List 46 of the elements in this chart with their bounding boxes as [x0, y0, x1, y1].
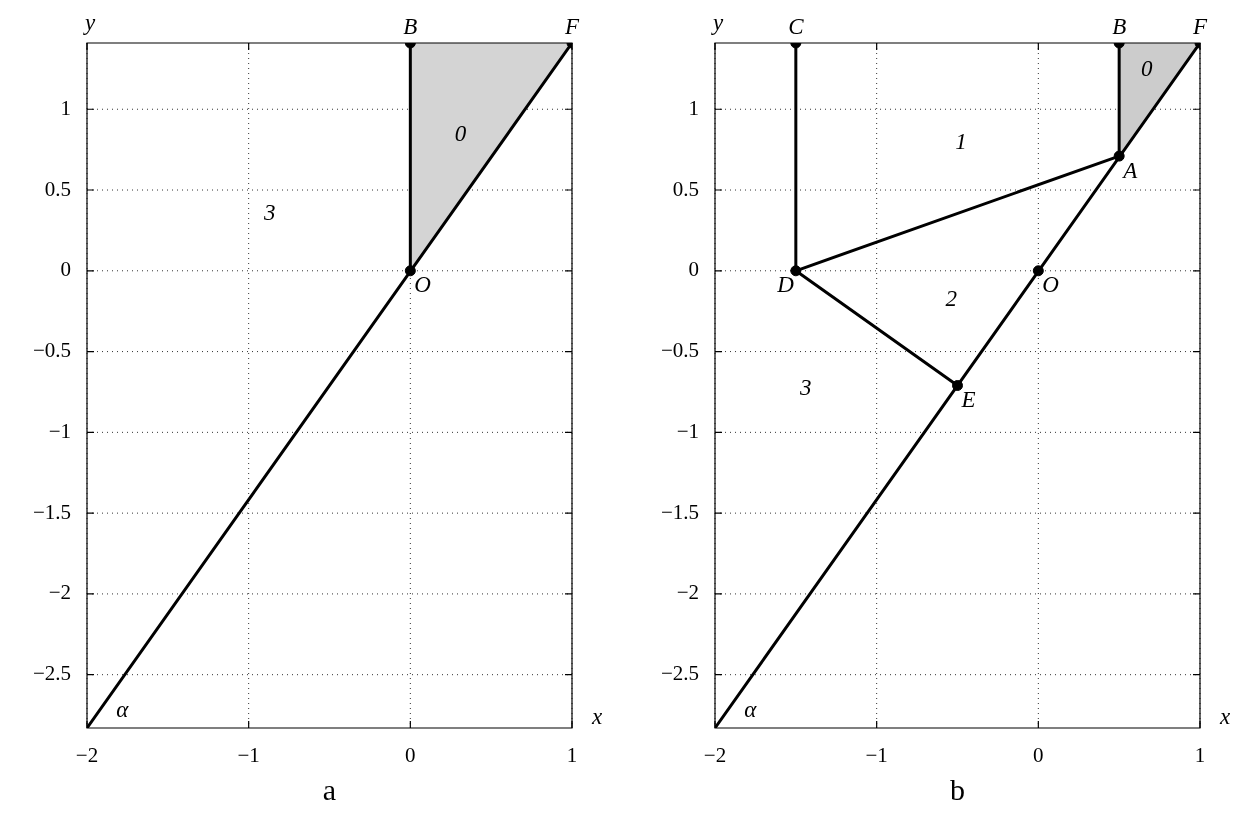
y-axis-title: y [83, 9, 96, 35]
y-tick-label: −2.5 [660, 661, 699, 686]
y-tick-label: 0 [60, 257, 71, 282]
annotation: 1 [955, 129, 967, 155]
annotation: 0 [1140, 56, 1153, 82]
annotation: O [1042, 272, 1060, 298]
annotation: 2 [945, 285, 957, 311]
x-axis-title: x [1219, 704, 1231, 730]
annotation: B [1112, 13, 1127, 39]
y-tick-label: −2.5 [32, 661, 71, 686]
y-tick-label: −0.5 [660, 338, 699, 363]
x-tick-label: 1 [566, 743, 578, 768]
annotation: 0 [454, 120, 467, 146]
annotation: O [414, 272, 432, 298]
y-tick-label: −0.5 [32, 338, 71, 363]
y-tick-label: 1 [688, 95, 699, 120]
y-axis-title: y [711, 9, 724, 35]
annotation: F [1191, 13, 1208, 39]
y-tick-label: −2 [676, 580, 699, 605]
y-tick-label: −1.5 [32, 499, 71, 524]
annotation: A [1121, 157, 1139, 183]
annotation: B [403, 13, 418, 39]
y-tick-label: 0.5 [672, 176, 699, 201]
annotation: F [563, 13, 580, 39]
y-tick-label: 1 [60, 95, 71, 120]
annotation: α [116, 696, 130, 722]
y-tick-label: −1 [48, 418, 71, 443]
annotation: 3 [263, 200, 276, 226]
y-tick-label: −1.5 [660, 499, 699, 524]
x-tick-label: 0 [1033, 743, 1044, 768]
annotation: C [788, 13, 805, 39]
y-tick-label: 0 [688, 257, 699, 282]
annotation: α [744, 696, 758, 722]
x-tick-label: −1 [237, 743, 260, 768]
annotation: D [776, 272, 795, 298]
text: a [322, 772, 337, 806]
x-tick-label: 0 [405, 743, 416, 768]
x-axis-title: x [591, 704, 603, 730]
x-tick-label: 1 [1194, 743, 1206, 768]
text: b [950, 772, 965, 806]
y-tick-label: 0.5 [44, 176, 71, 201]
annotation: 3 [798, 374, 812, 400]
y-tick-label: −2 [48, 580, 71, 605]
annotation: E [960, 387, 976, 413]
y-tick-label: −1 [676, 418, 699, 443]
x-tick-label: −1 [865, 743, 888, 768]
